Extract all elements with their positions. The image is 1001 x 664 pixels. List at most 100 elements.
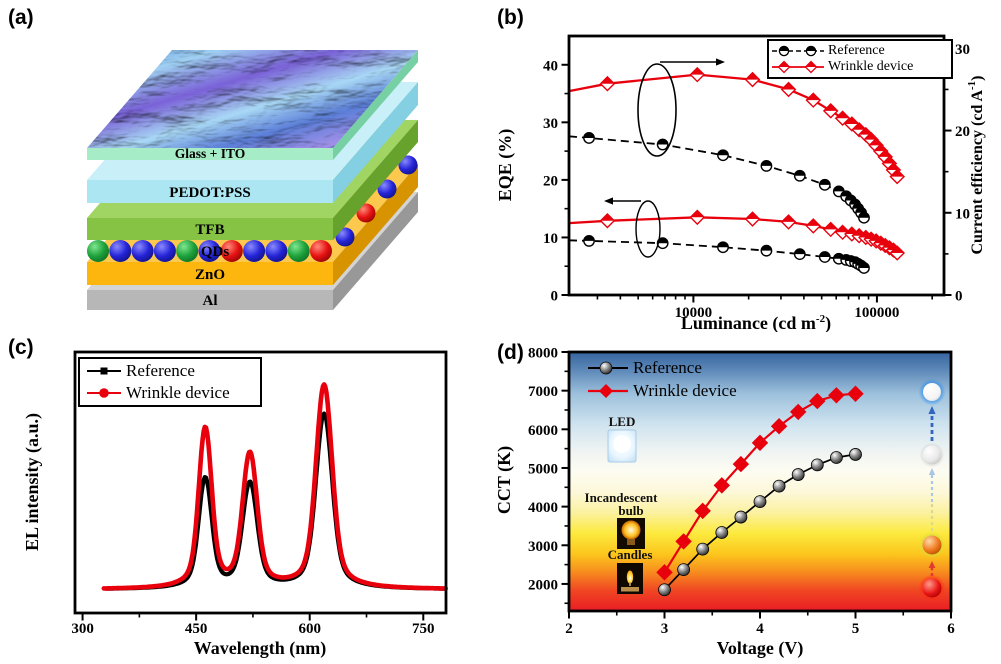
series-reference	[658, 448, 862, 597]
legend-label-reference: Reference	[633, 357, 702, 377]
svg-text:20: 20	[955, 124, 970, 140]
c-x-axis-title: Wavelength (nm)	[194, 638, 327, 659]
svg-text:450: 450	[185, 621, 208, 637]
svg-text:6: 6	[947, 621, 955, 637]
candles-label: Candles	[608, 547, 653, 562]
svg-text:30: 30	[955, 42, 970, 58]
upper-curves-ellipse	[637, 63, 677, 157]
incandescent-bulb-icon	[617, 518, 645, 549]
cct-voltage-chart: LED Incandescent bulb Candles	[494, 346, 955, 660]
svg-text:2000: 2000	[528, 577, 558, 593]
series-wrinkle-device	[101, 382, 448, 591]
panel-d-label: (d)	[497, 341, 524, 364]
svg-text:2: 2	[565, 621, 573, 637]
series-reference-eqe	[568, 234, 870, 274]
reference-source-icons: LED Incandescent bulb Candles	[585, 378, 946, 602]
c-y-axis-title: EL intensity (a.u.)	[22, 413, 43, 551]
wrinkle-diamond-glyph	[772, 60, 824, 74]
plot-area-d: 2 3 4 5 6 2000 3000 4000 5000 6000 7000 8000	[528, 346, 955, 638]
layer-pedot-label: PEDOT:PSS	[169, 185, 250, 201]
svg-text:300: 300	[71, 621, 94, 637]
afm-wrinkle-texture	[87, 50, 418, 148]
reference-sphere-glyph	[588, 361, 628, 374]
svg-text:10: 10	[955, 206, 970, 222]
legend-label-reference: Reference	[828, 43, 885, 58]
svg-text:10000: 10000	[675, 305, 713, 321]
b-right-axis-title: Current efficiency (cd A-1)	[966, 75, 986, 254]
svg-text:6000: 6000	[528, 423, 558, 439]
legend-label-wrinkle: Wrinkle device	[126, 383, 230, 402]
legend-label-reference: Reference	[126, 361, 195, 380]
svg-text:5: 5	[852, 621, 860, 637]
layer-zno-label: ZnO	[195, 267, 225, 283]
svg-text:7000: 7000	[528, 384, 558, 400]
bulb-cct-sphere	[922, 535, 942, 555]
qd-spheres-front	[87, 240, 332, 262]
svg-text:4: 4	[756, 621, 764, 637]
eqe-luminance-chart: 10000 100000 0 10 20 30 40 0 10 20 30 EQE (%) Curr…	[495, 34, 986, 332]
svg-text:8000: 8000	[528, 346, 558, 362]
svg-text:600: 600	[298, 621, 321, 637]
series-wrinkle-device	[656, 385, 864, 581]
series-reference	[103, 411, 448, 591]
wrinkle-diamond-glyph	[588, 383, 628, 398]
panel-c-label: (c)	[8, 336, 34, 359]
incandescent-label-line1: Incandescent	[585, 490, 659, 505]
legend-item-reference: Reference	[85, 360, 255, 382]
svg-text:750: 750	[412, 621, 435, 637]
legend-item-wrinkle: Wrinkle device	[586, 379, 776, 402]
svg-text:30: 30	[543, 116, 558, 132]
wrinkle-circle-glyph	[87, 388, 121, 398]
plot-area-c: 300 450 600 750	[71, 350, 448, 637]
legend-item-reference: Reference	[586, 356, 776, 379]
d-x-axis-title: Voltage (V)	[717, 638, 804, 659]
panel-b-label: (b)	[497, 6, 524, 29]
candle-cct-sphere	[922, 578, 942, 598]
d-y-axis-title: CCT (K)	[494, 446, 515, 514]
b-x-axis-title: Luminance (cd m-2)	[681, 313, 831, 332]
led-icon	[607, 429, 637, 463]
svg-text:100000: 100000	[854, 305, 899, 321]
axis-indicators-b	[604, 58, 725, 258]
legend-c: Reference Wrinkle device	[78, 357, 262, 407]
legend-item-wrinkle: Wrinkle device	[771, 59, 949, 75]
lower-curves-ellipse	[635, 200, 661, 258]
led-label: LED	[609, 414, 636, 429]
cool-cct-sphere	[923, 383, 941, 401]
panel-a-label: (a)	[8, 6, 34, 29]
legend-item-wrinkle: Wrinkle device	[85, 382, 255, 404]
layer-glass-ito-label: Glass + ITO	[175, 146, 245, 161]
series-wrinkle-device-eqe	[568, 209, 906, 261]
svg-text:3: 3	[661, 621, 669, 637]
lightblue-arrowhead	[928, 468, 936, 475]
device-structure-diagram: Al ZnO QDs TFB PEDOT:PSS	[87, 50, 418, 310]
candles-icon	[617, 563, 643, 594]
series-wrinkle-device-current-efficiency	[568, 66, 906, 185]
plot-area-b: 10000 100000 0 10 20 30 40 0 10 20 30	[543, 34, 970, 321]
reference-square-glyph	[87, 367, 121, 375]
legend-label-wrinkle: Wrinkle device	[633, 380, 737, 400]
svg-text:0: 0	[551, 289, 559, 305]
svg-text:10: 10	[543, 231, 558, 247]
b-left-axis-title: EQE (%)	[495, 129, 516, 202]
layer-tfb-label: TFB	[195, 222, 224, 238]
cct-scale-spheres	[918, 378, 946, 602]
right-axis-arrowhead	[716, 58, 725, 66]
incandescent-label-line2: bulb	[618, 503, 643, 518]
left-axis-arrowhead	[604, 197, 613, 205]
layer-al-label: Al	[203, 293, 218, 309]
legend-item-reference: Reference	[771, 43, 949, 59]
svg-text:5000: 5000	[528, 461, 558, 477]
el-spectrum-chart: 300 450 600 750 EL intensity (a.u.) Wavelen…	[22, 350, 448, 659]
reference-dashed-circle-glyph	[772, 45, 824, 57]
svg-text:4000: 4000	[528, 500, 558, 516]
legend-label-wrinkle: Wrinkle device	[828, 59, 914, 74]
layer-glass-ito: Glass + ITO	[87, 50, 418, 161]
red-arrowhead	[928, 561, 936, 568]
svg-text:20: 20	[543, 173, 558, 189]
svg-text:3000: 3000	[528, 539, 558, 555]
svg-text:40: 40	[543, 58, 558, 74]
svg-text:0: 0	[955, 289, 963, 305]
layer-qds-label: QDs	[201, 244, 230, 260]
